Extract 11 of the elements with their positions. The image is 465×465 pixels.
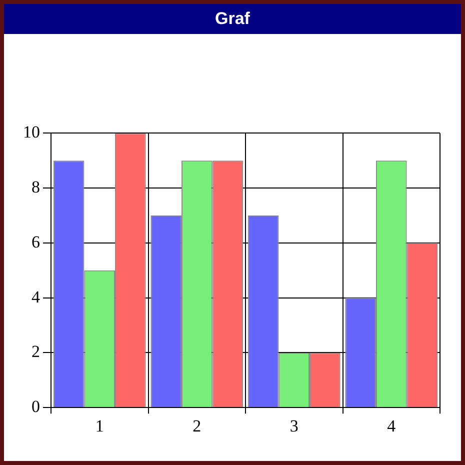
y-tick-label: 8 bbox=[32, 178, 40, 197]
y-tick-label: 0 bbox=[32, 397, 40, 416]
y-tick-label: 4 bbox=[32, 287, 40, 306]
x-tick-label: 1 bbox=[95, 416, 104, 436]
chart-title: Graf bbox=[4, 4, 461, 34]
y-tick-label: 6 bbox=[32, 232, 40, 252]
x-tick-label: 3 bbox=[290, 416, 298, 436]
y-tick-label: 10 bbox=[23, 122, 40, 142]
x-tick-label: 4 bbox=[387, 416, 396, 436]
x-tick-label: 2 bbox=[192, 416, 202, 436]
y-tick-label: 2 bbox=[32, 342, 40, 362]
